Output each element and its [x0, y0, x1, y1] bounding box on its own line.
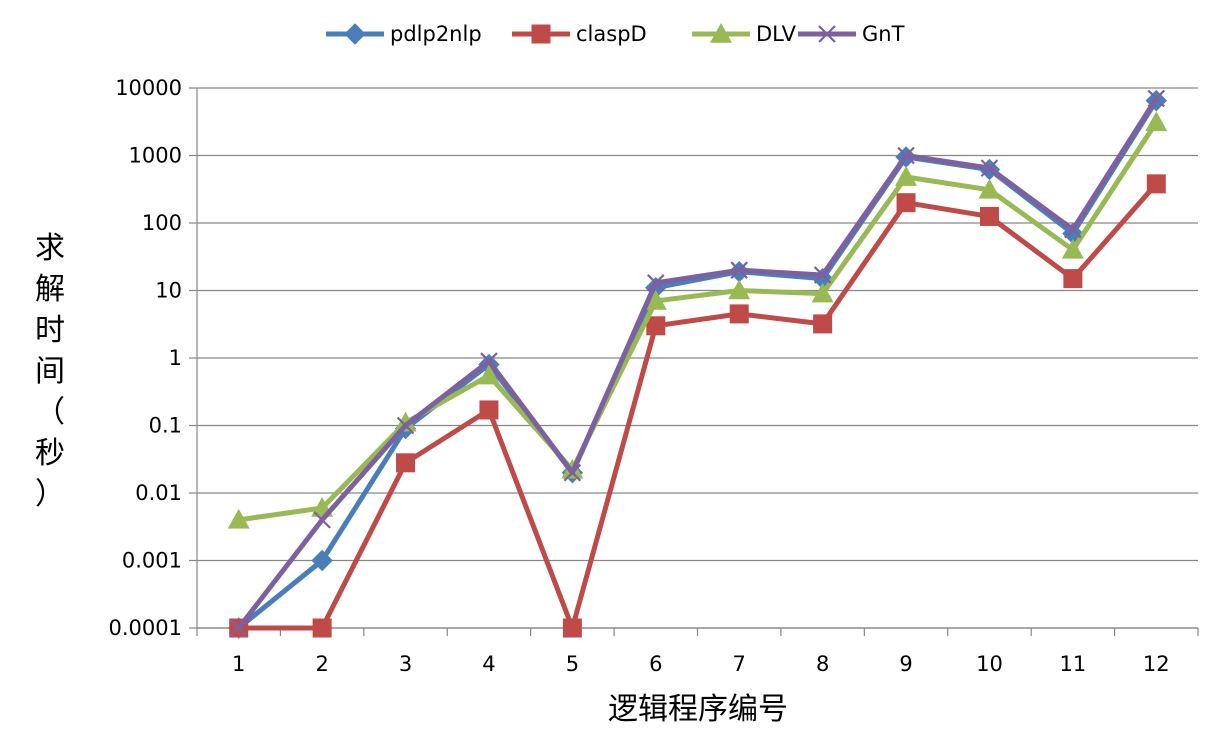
data-point-x: [818, 25, 836, 43]
data-point-triangle: [728, 279, 751, 300]
y-tick-label: 0.001: [122, 549, 182, 573]
x-tick-label: 11: [1060, 652, 1087, 676]
x-tick-label: 3: [399, 652, 412, 676]
data-point-x: [313, 511, 331, 529]
x-tick-label: 7: [733, 652, 746, 676]
data-point-diamond: [344, 23, 366, 45]
legend-item-claspD: claspD: [512, 22, 647, 46]
data-point-triangle: [811, 282, 834, 303]
legend-item-pdlp2nlp: pdlp2nlp: [326, 22, 482, 46]
data-point-square: [531, 24, 551, 44]
data-point-triangle: [1145, 111, 1168, 132]
data-point-x: [229, 619, 248, 637]
data-point-square: [396, 453, 416, 473]
y-tick-label: 1: [169, 346, 182, 370]
data-point-triangle: [644, 289, 667, 310]
data-point-diamond: [311, 549, 333, 572]
x-tick-label: 8: [816, 652, 829, 676]
y-axis-title-char: 间: [35, 354, 65, 389]
y-tick-labels: 0.0001 0.001 0.01 0.1 1 10 100 1000 10000: [109, 76, 182, 640]
y-axis-title-char: 秒: [35, 436, 65, 471]
y-tick-label: 0.1: [149, 414, 182, 438]
data-point-x: [480, 352, 498, 370]
gridlines: [197, 87, 1198, 629]
series-group: [227, 89, 1168, 639]
y-axis-title-char: 时: [35, 313, 65, 348]
data-point-x: [980, 159, 999, 177]
data-point-square: [1146, 174, 1166, 194]
data-point-square: [312, 618, 332, 638]
series-claspD: [229, 174, 1166, 638]
x-tick-label: 2: [315, 652, 328, 676]
data-point-triangle: [978, 178, 1001, 199]
data-point-square: [562, 618, 582, 638]
data-point-square: [729, 304, 749, 324]
y-tick-label: 0.01: [135, 481, 182, 505]
series-line: [238, 120, 1159, 523]
data-point-x: [1064, 220, 1082, 239]
x-tick-label: 10: [976, 652, 1003, 676]
data-point-x: [813, 266, 832, 284]
data-point-square: [479, 400, 499, 420]
data-point-triangle: [1061, 238, 1084, 259]
legend-label: GnT: [862, 22, 905, 46]
series-line: [238, 182, 1159, 631]
y-tick-label: 100: [142, 211, 182, 235]
x-tick-labels: 1 2 3 4 5 6 7 8 9 10 11 12: [232, 652, 1170, 676]
data-point-square: [646, 316, 666, 336]
data-point-x: [1147, 89, 1166, 108]
data-point-square: [896, 193, 916, 213]
legend-label: DLV: [756, 22, 797, 46]
data-point-square: [1063, 269, 1083, 289]
y-axis-title-char: 解: [35, 272, 65, 307]
legend-item-GnT: GnT: [798, 22, 905, 46]
data-point-x: [647, 274, 665, 292]
data-point-square: [979, 206, 999, 226]
y-tick-label: 10: [155, 279, 182, 303]
x-tick-label: 12: [1143, 652, 1170, 676]
axes: [189, 87, 1199, 636]
legend-label: pdlp2nlp: [390, 22, 482, 46]
data-point-triangle: [394, 411, 417, 432]
y-tick-label: 10000: [115, 76, 182, 100]
x-tick-label: 4: [482, 652, 495, 676]
data-point-triangle: [477, 364, 500, 385]
x-axis-title: 逻辑程序编号: [608, 692, 788, 727]
y-tick-label: 1000: [129, 144, 182, 168]
y-tick-label: 0.0001: [109, 616, 182, 640]
x-tick-label: 5: [566, 652, 579, 676]
x-tick-label: 1: [232, 652, 245, 676]
series-GnT: [229, 89, 1166, 637]
series-DLV: [227, 111, 1168, 529]
legend-item-DLV: DLV: [692, 22, 797, 46]
y-axis-title-char: 求: [35, 231, 65, 266]
data-point-x: [396, 416, 415, 435]
series-pdlp2nlp: [228, 89, 1167, 639]
data-point-triangle: [895, 166, 918, 186]
data-point-x: [897, 146, 915, 165]
series-line: [236, 97, 1159, 630]
x-tick-label: 6: [649, 652, 662, 676]
data-point-x: [730, 261, 748, 279]
legend-label: claspD: [576, 22, 647, 46]
data-point-square: [813, 314, 833, 334]
legend: pdlp2nlp claspD DLV GnT: [326, 22, 905, 46]
data-point-triangle: [227, 508, 250, 529]
x-tick-label: 9: [899, 652, 912, 676]
data-point-triangle: [710, 23, 732, 43]
series-line: [237, 99, 1159, 630]
data-point-x: [563, 463, 582, 482]
y-axis-title-char: （: [35, 395, 65, 430]
y-axis-title-char: ）: [35, 477, 65, 512]
